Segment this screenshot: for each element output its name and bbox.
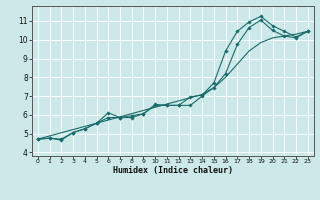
- X-axis label: Humidex (Indice chaleur): Humidex (Indice chaleur): [113, 166, 233, 175]
